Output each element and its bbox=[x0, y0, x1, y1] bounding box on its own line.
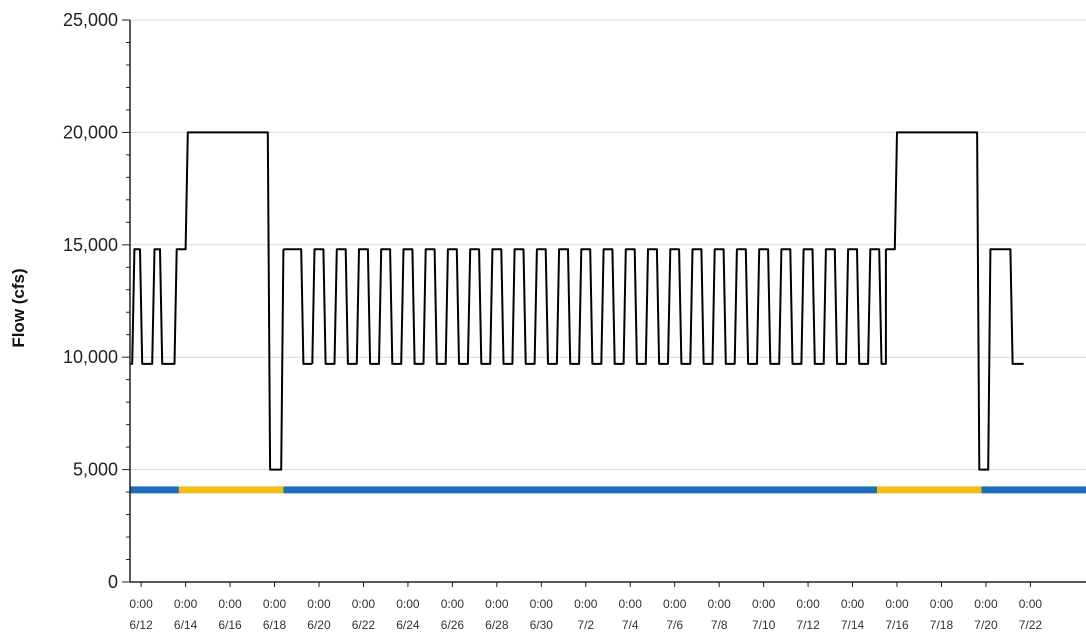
x-tick-time-label: 0:00 bbox=[307, 597, 331, 611]
x-tick-date-label: 6/12 bbox=[129, 618, 153, 632]
x-tick-date-label: 6/18 bbox=[263, 618, 287, 632]
x-tick-date-label: 7/12 bbox=[796, 618, 820, 632]
x-tick-date-label: 6/28 bbox=[485, 618, 509, 632]
flow-line-segment bbox=[283, 248, 313, 365]
x-tick-date-label: 6/24 bbox=[396, 618, 420, 632]
y-tick-label: 0 bbox=[108, 572, 118, 592]
x-tick-date-label: 6/20 bbox=[307, 618, 331, 632]
x-tick-date-label: 7/20 bbox=[974, 618, 998, 632]
y-axis-ticks: 0 5,000 10,000 15,000 20,000 25,000 bbox=[63, 10, 118, 592]
x-tick-time-label: 0:00 bbox=[974, 597, 998, 611]
x-tick-time-label: 0:00 bbox=[174, 597, 198, 611]
x-tick-time-label: 0:00 bbox=[619, 597, 643, 611]
x-axis-ticks: 0:00 6/12 0:00 6/14 0:00 6/16 0:00 6/18 0:00 6/20… bbox=[129, 597, 1042, 632]
x-tick-time-label: 0:00 bbox=[263, 597, 287, 611]
x-tick-time-label: 0:00 bbox=[930, 597, 954, 611]
x-tick-date-label: 7/2 bbox=[577, 618, 594, 632]
y-tick-label: 25,000 bbox=[63, 10, 118, 30]
y-tick-label: 20,000 bbox=[63, 122, 118, 142]
x-tick-date-label: 7/8 bbox=[711, 618, 728, 632]
x-tick-date-label: 7/16 bbox=[885, 618, 909, 632]
x-tick-time-label: 0:00 bbox=[1019, 597, 1043, 611]
x-tick-time-label: 0:00 bbox=[796, 597, 820, 611]
x-tick-date-label: 7/4 bbox=[622, 618, 639, 632]
flow-series bbox=[130, 131, 1024, 471]
y-tick-label: 10,000 bbox=[63, 347, 118, 367]
x-tick-date-label: 6/14 bbox=[174, 618, 198, 632]
x-tick-date-label: 6/26 bbox=[441, 618, 465, 632]
x-tick-date-label: 6/16 bbox=[218, 618, 242, 632]
x-tick-time-label: 0:00 bbox=[218, 597, 242, 611]
x-tick-time-label: 0:00 bbox=[441, 597, 465, 611]
x-tick-date-label: 7/18 bbox=[930, 618, 954, 632]
axes bbox=[122, 19, 1086, 587]
x-tick-time-label: 0:00 bbox=[396, 597, 420, 611]
x-tick-time-label: 0:00 bbox=[530, 597, 554, 611]
x-tick-time-label: 0:00 bbox=[885, 597, 909, 611]
grid-lines bbox=[130, 19, 1086, 471]
x-tick-time-label: 0:00 bbox=[841, 597, 865, 611]
y-tick-label: 15,000 bbox=[63, 235, 118, 255]
x-tick-date-label: 6/22 bbox=[352, 618, 376, 632]
x-tick-time-label: 0:00 bbox=[752, 597, 776, 611]
x-tick-time-label: 0:00 bbox=[129, 597, 153, 611]
flow-line-segment bbox=[130, 131, 285, 471]
y-axis-label: Flow (cfs) bbox=[9, 268, 28, 347]
x-tick-date-label: 6/30 bbox=[530, 618, 554, 632]
x-tick-time-label: 0:00 bbox=[485, 597, 509, 611]
y-tick-label: 5,000 bbox=[73, 460, 118, 480]
x-tick-time-label: 0:00 bbox=[707, 597, 731, 611]
flow-line-daily-cycle bbox=[311, 248, 887, 365]
x-tick-date-label: 7/22 bbox=[1019, 618, 1043, 632]
x-tick-date-label: 7/10 bbox=[752, 618, 776, 632]
x-tick-time-label: 0:00 bbox=[574, 597, 598, 611]
x-tick-time-label: 0:00 bbox=[352, 597, 376, 611]
flow-line-segment bbox=[885, 131, 1024, 471]
x-tick-date-label: 7/6 bbox=[666, 618, 683, 632]
x-tick-time-label: 0:00 bbox=[663, 597, 687, 611]
x-tick-date-label: 7/14 bbox=[841, 618, 865, 632]
